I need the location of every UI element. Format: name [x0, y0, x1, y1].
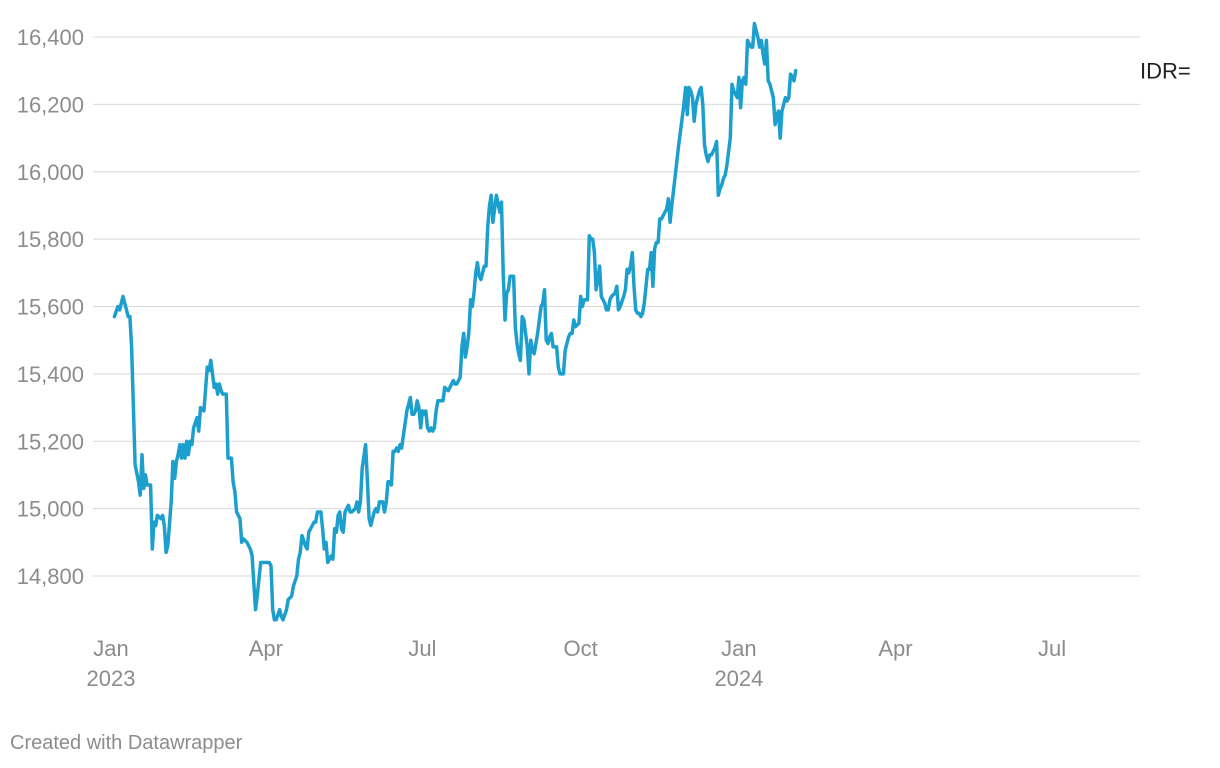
x-tick-label: Oct	[564, 636, 598, 661]
y-tick-label: 15,000	[17, 497, 84, 522]
series-group: IDR=	[112, 21, 1191, 622]
y-axis-tick-labels: 14,800 15,000 15,200 15,400 15,600 15,800 16,0…	[17, 25, 84, 589]
y-gridlines	[93, 36, 1140, 577]
x-tick-year-label: 2024	[714, 666, 763, 691]
x-tick-label: Apr	[249, 636, 283, 661]
x-tick-year-label: 2023	[87, 666, 136, 691]
y-tick-label: 15,600	[17, 295, 84, 320]
x-axis-tick-labels: Jan 2023 Apr Jul Oct Jan 2024 Apr Jul	[87, 636, 1067, 691]
y-tick-label: 16,200	[17, 92, 84, 117]
y-tick-label: 15,800	[17, 227, 84, 252]
y-tick-label: 15,400	[17, 362, 84, 387]
x-tick-label: Jul	[408, 636, 436, 661]
y-tick-label: 16,000	[17, 160, 84, 185]
datawrapper-credit: Created with Datawrapper	[10, 732, 243, 754]
y-tick-label: 14,800	[17, 564, 84, 589]
x-tick-label: Jul	[1038, 636, 1066, 661]
series-line-idr	[112, 21, 798, 622]
series-end-label: IDR=	[1140, 59, 1191, 84]
x-tick-label: Apr	[878, 636, 912, 661]
y-tick-label: 15,200	[17, 429, 84, 454]
x-tick-label: Jan	[93, 636, 128, 661]
y-tick-label: 16,400	[17, 25, 84, 50]
x-tick-label: Jan	[721, 636, 756, 661]
